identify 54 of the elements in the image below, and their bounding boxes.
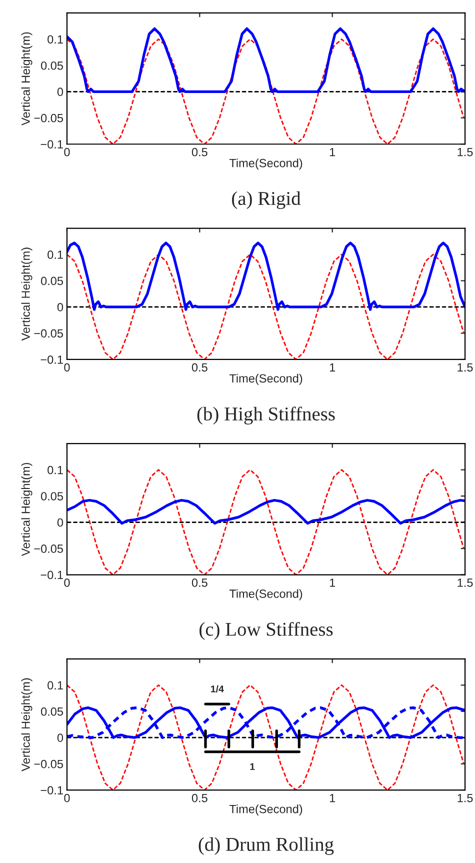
- x-tick-label: 0: [64, 363, 70, 372]
- x-axis-title: Time(Second): [229, 589, 302, 600]
- y-tick-label: −0.1: [40, 355, 63, 364]
- y-tick-label: 0.1: [48, 250, 63, 259]
- x-tick-label: 0.5: [192, 578, 208, 587]
- y-tick-label: −0.05: [34, 329, 64, 338]
- y-tick-label: 0.05: [40, 707, 64, 716]
- y-tick-label: 0.1: [48, 466, 63, 474]
- y-tick-label: 0: [57, 303, 64, 312]
- y-axis-title: Vertical Height(m): [21, 248, 32, 341]
- text: (a) Rigid: [232, 191, 301, 210]
- y-tick-label: 0.1: [48, 681, 63, 690]
- y-tick-label: 0: [57, 734, 64, 742]
- text: (b) High Stiffness: [197, 406, 335, 425]
- line-series: [66, 27, 466, 93]
- x-tick-label: 0: [64, 148, 70, 156]
- x-tick-label: 1: [330, 148, 336, 156]
- y-axis-title: Vertical Height(m): [21, 32, 32, 126]
- y-tick-label: −0.05: [34, 114, 64, 122]
- y-tick-label: 0.1: [48, 35, 63, 44]
- line-series: [66, 706, 466, 739]
- x-tick-label: 1: [330, 363, 336, 372]
- x-axis-title: Time(Second): [229, 804, 302, 816]
- y-axis-title: Vertical Height(m): [21, 678, 32, 772]
- x-tick-label: 0.5: [192, 363, 208, 372]
- x-axis-title: Time(Second): [229, 158, 302, 170]
- y-tick-label: −0.05: [34, 544, 64, 553]
- x-tick-label: 0: [64, 578, 70, 587]
- y-tick-label: 0.05: [40, 492, 64, 500]
- y-tick-label: 0.05: [40, 276, 64, 286]
- x-axis-title: Time(Second): [229, 374, 302, 385]
- x-tick-label: 1.5: [458, 148, 473, 156]
- text: (d) Drum Rolling: [198, 837, 334, 855]
- annotation: 1/4: [211, 685, 224, 692]
- y-tick-label: 0: [57, 88, 64, 96]
- y-axis-title: Vertical Height(m): [21, 462, 32, 556]
- y-tick-label: −0.1: [40, 786, 63, 794]
- x-tick-label: 1.5: [458, 794, 473, 802]
- x-tick-label: 1.5: [458, 578, 473, 587]
- y-tick-label: −0.1: [40, 140, 63, 149]
- annotation: 1: [250, 763, 255, 770]
- x-tick-label: 1: [330, 794, 336, 802]
- text: (c) Low Stiffness: [200, 622, 333, 640]
- y-tick-label: 0: [57, 518, 64, 527]
- x-tick-label: 0.5: [192, 794, 208, 802]
- x-tick-label: 1.5: [458, 363, 473, 372]
- y-tick-label: −0.1: [40, 570, 63, 580]
- y-tick-label: 0.05: [40, 61, 64, 70]
- y-tick-label: −0.05: [34, 760, 64, 768]
- x-tick-label: 0: [64, 794, 70, 802]
- line-series: [66, 242, 466, 311]
- x-tick-label: 0.5: [192, 148, 208, 156]
- x-tick-label: 1: [330, 578, 336, 587]
- line-series: [66, 498, 466, 525]
